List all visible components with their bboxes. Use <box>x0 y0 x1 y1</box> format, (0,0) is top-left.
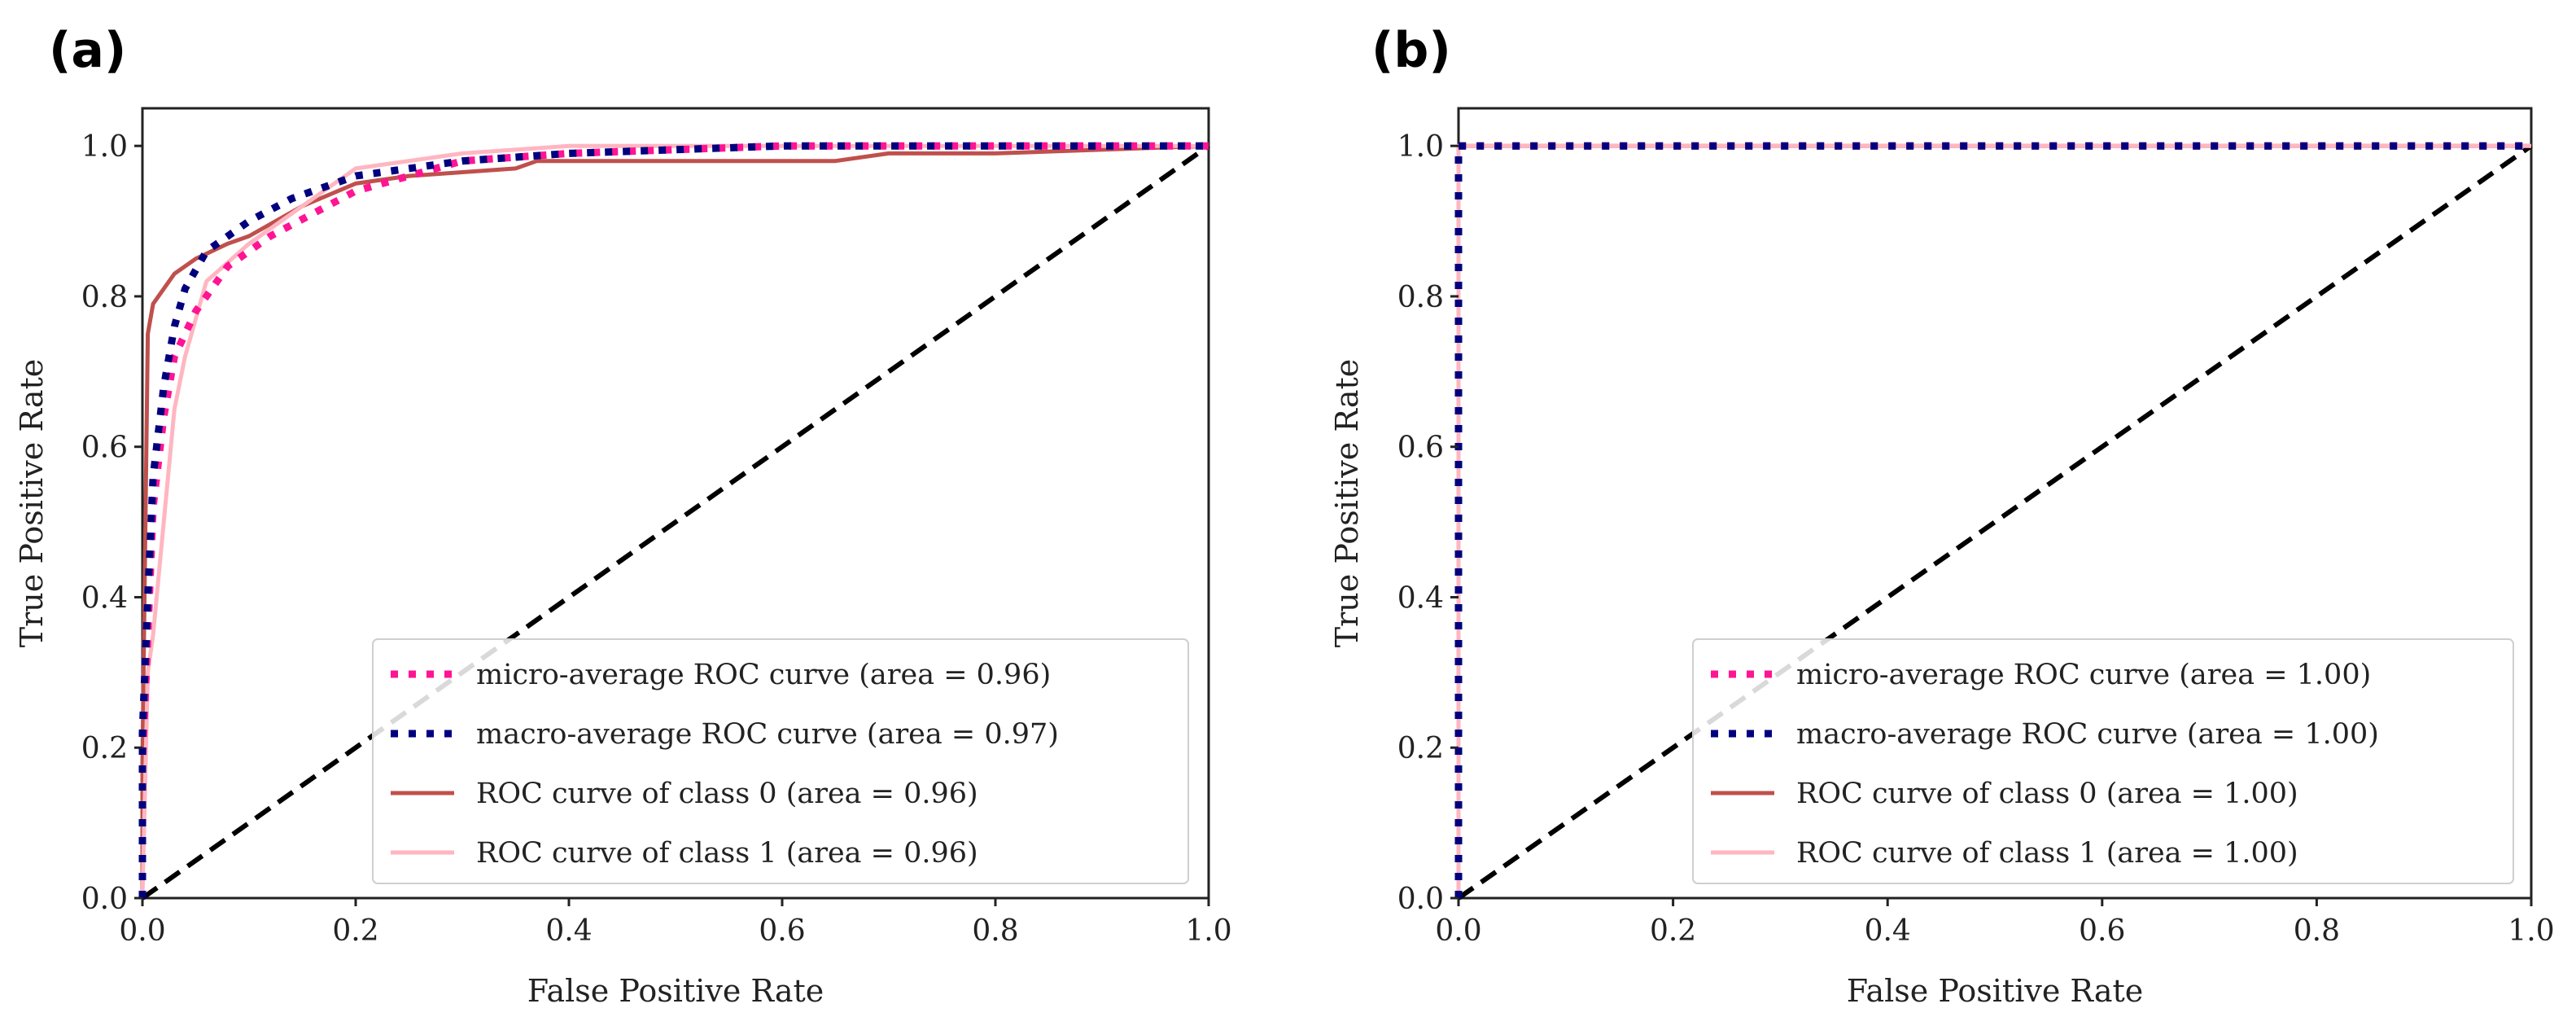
panel-a-ytick-label-5: 1.0 <box>81 130 128 164</box>
panel-b-legend-label-1: macro-average ROC curve (area = 1.00) <box>1796 718 2379 751</box>
panel-a-ytick-label-2: 0.4 <box>81 581 128 615</box>
panel-a-series-3-curve <box>140 143 1209 899</box>
panel-a-label: (a) <box>49 22 126 79</box>
panel-b-xtick-label-3: 0.6 <box>2079 914 2125 948</box>
panel-b-ytick-label-4: 0.8 <box>1397 281 1444 314</box>
panel-b-legend-label-0: micro-average ROC curve (area = 1.00) <box>1796 659 2371 691</box>
panel-b-legend-label-3: ROC curve of class 1 (area = 1.00) <box>1796 837 2298 870</box>
panel-a-ticks: 0.0 0.2 0.4 0.6 0.8 1.0 0.0 0.2 0.4 0.6 0.8 1.0 <box>81 130 1232 948</box>
panel-a-legend-label-2: ROC curve of class 0 (area = 0.96) <box>476 778 978 810</box>
panel-a-ytick-label-1: 0.2 <box>81 732 128 765</box>
panel-b-ytick-label-5: 1.0 <box>1397 130 1444 164</box>
panel-a-legend-label-0: micro-average ROC curve (area = 0.96) <box>476 659 1051 691</box>
panel-a-ytick-label-3: 0.6 <box>81 432 128 465</box>
panel-b-ytick-label-3: 0.6 <box>1397 432 1444 465</box>
panel-a-series-4-chance-line <box>141 143 1210 901</box>
panel-b-xtick-label-2: 0.4 <box>1865 914 1911 948</box>
panel-a-ytick-label-4: 0.8 <box>81 281 128 314</box>
panel-a-xtick-label-3: 0.6 <box>759 914 805 948</box>
panel-a-xtick-label-0: 0.0 <box>119 914 165 948</box>
panel-a: (a) 0.0 0.2 0.4 0.6 0.8 1.0 0.0 0.2 0.4 0.6 0.8 1.0… <box>14 22 1232 1009</box>
panel-a-xtick-label-1: 0.2 <box>332 914 378 948</box>
panel-b-xtick-label-5: 1.0 <box>2508 914 2554 948</box>
panel-b-ylabel: True Positive Rate <box>1329 359 1365 647</box>
panel-a-xlabel: False Positive Rate <box>527 973 824 1009</box>
panel-b-ytick-label-0: 0.0 <box>1397 883 1444 916</box>
panel-a-legend-box <box>372 638 1189 884</box>
panel-a-series-1-curve <box>138 142 1209 898</box>
panel-a-series-0-curve <box>138 142 1209 898</box>
panel-a-xtick-label-5: 1.0 <box>1185 914 1231 948</box>
panel-a-legend: micro-average ROC curve (area = 0.96) mac… <box>372 638 1189 884</box>
panel-b-xtick-label-1: 0.2 <box>1650 914 1696 948</box>
panel-a-xtick-label-2: 0.4 <box>545 914 592 948</box>
panel-b-ticks: 0.0 0.2 0.4 0.6 0.8 1.0 0.0 0.2 0.4 0.6 0.8 1.0 <box>1397 130 2555 948</box>
panel-b-legend: micro-average ROC curve (area = 1.00) mac… <box>1692 638 2514 884</box>
panel-a-ytick-label-0: 0.0 <box>81 883 128 916</box>
panel-b: (b) 0.0 0.2 0.4 0.6 0.8 1.0 0.0 0.2 0.4 0.6 0.8 1.0… <box>1329 22 2555 1009</box>
panel-b-label: (b) <box>1371 22 1451 79</box>
panel-b-legend-box <box>1692 638 2514 884</box>
panel-a-xtick-label-4: 0.8 <box>972 914 1018 948</box>
panel-b-legend-label-2: ROC curve of class 0 (area = 1.00) <box>1796 778 2298 810</box>
panel-a-legend-label-3: ROC curve of class 1 (area = 0.96) <box>476 837 978 870</box>
panel-b-xtick-label-4: 0.8 <box>2294 914 2340 948</box>
panel-b-series-4-chance-line <box>1457 143 2533 901</box>
panel-a-ylabel: True Positive Rate <box>14 359 50 647</box>
panel-b-ytick-label-1: 0.2 <box>1397 732 1444 765</box>
panel-a-legend-label-1: macro-average ROC curve (area = 0.97) <box>476 718 1059 751</box>
panel-b-xlabel: False Positive Rate <box>1847 973 2144 1009</box>
panel-b-xtick-label-0: 0.0 <box>1435 914 1481 948</box>
panel-b-ytick-label-2: 0.4 <box>1397 581 1444 615</box>
panel-a-curves <box>138 142 1210 901</box>
